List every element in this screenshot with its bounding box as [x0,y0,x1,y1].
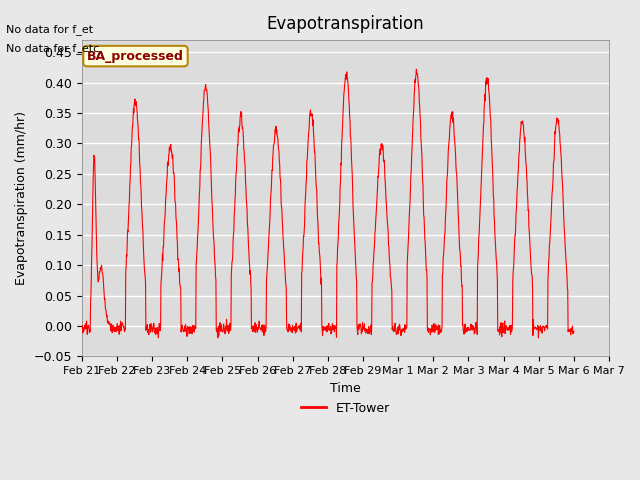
Text: BA_processed: BA_processed [87,49,184,62]
Text: No data for f_etc: No data for f_etc [6,43,100,54]
Text: No data for f_et: No data for f_et [6,24,93,35]
Legend: ET-Tower: ET-Tower [296,396,395,420]
Title: Evapotranspiration: Evapotranspiration [267,15,424,33]
X-axis label: Time: Time [330,382,361,395]
Y-axis label: Evapotranspiration (mm/hr): Evapotranspiration (mm/hr) [15,111,28,285]
